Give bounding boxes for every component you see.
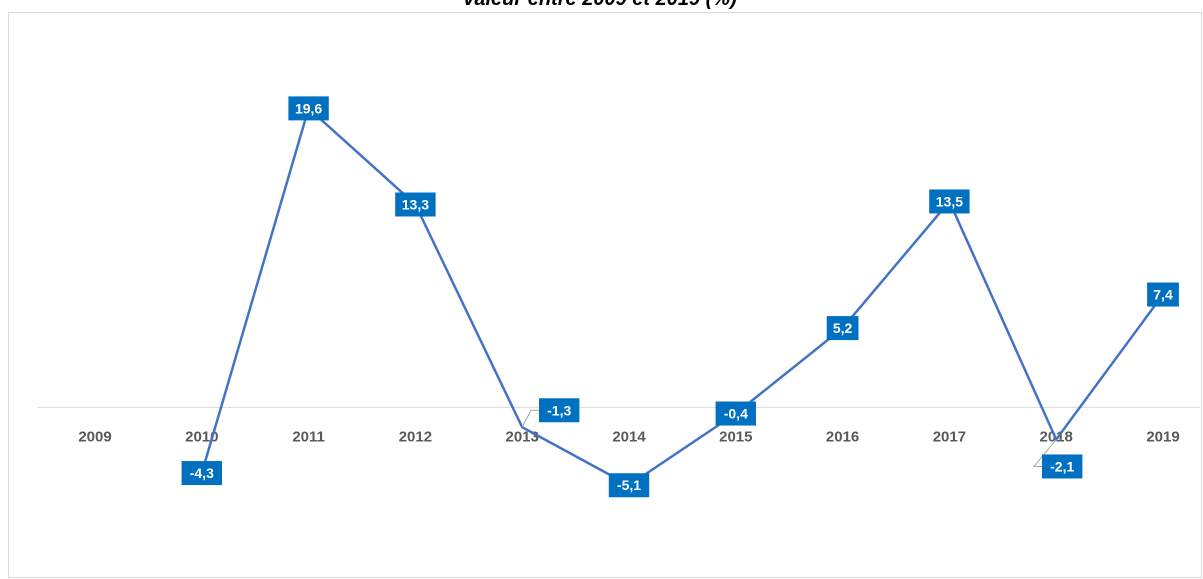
- x-tick-label: 2019: [1146, 428, 1179, 445]
- data-label-box: [608, 473, 650, 498]
- data-label: 5,2: [833, 320, 853, 336]
- leader-line: [1032, 439, 1057, 467]
- x-tick-label: 2015: [719, 428, 752, 445]
- data-line: [200, 106, 1165, 487]
- data-label: -1,3: [547, 402, 571, 418]
- x-tick-label: 2014: [612, 428, 646, 445]
- data-label-box: [539, 398, 580, 423]
- data-label-box: [715, 401, 756, 426]
- x-tick-label: 2013: [506, 428, 539, 445]
- x-tick-label: 2016: [826, 428, 859, 445]
- data-label-box: [826, 316, 859, 341]
- data-label-box: [181, 461, 222, 486]
- x-tick-label: 2009: [78, 428, 111, 445]
- data-label: -5,1: [617, 477, 641, 493]
- data-label-box: [395, 192, 436, 217]
- data-label: 13,3: [402, 197, 429, 213]
- leader-line: [521, 409, 539, 428]
- chart-frame: [8, 12, 1202, 578]
- data-label: 19,6: [295, 100, 322, 116]
- x-tick-label: 2012: [399, 428, 432, 445]
- x-tick-label: 2011: [292, 428, 325, 445]
- data-label-box: [1042, 454, 1083, 479]
- data-label-box: [288, 96, 329, 121]
- data-label: 7,4: [1153, 287, 1173, 303]
- data-label-box: [929, 189, 970, 214]
- data-label: 13,5: [936, 193, 963, 209]
- x-tick-label: 2017: [933, 428, 966, 445]
- data-label: -4,3: [190, 465, 214, 481]
- data-label: -2,1: [1050, 458, 1074, 474]
- data-label: -0,4: [724, 406, 748, 422]
- chart-title: valeur entre 2009 et 2019 (%): [463, 0, 737, 10]
- data-label-box: [1147, 282, 1179, 307]
